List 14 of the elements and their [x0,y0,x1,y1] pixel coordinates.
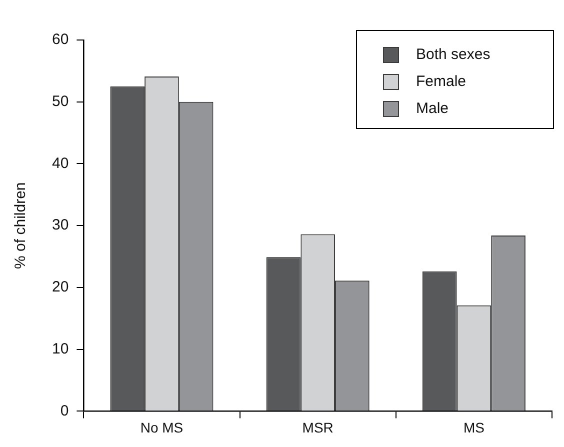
legend-label: Female [416,73,466,90]
y-tick-label: 50 [52,93,69,110]
x-tick-label: No MS [140,419,184,436]
x-tick-label: MS [463,419,484,436]
x-tick-label: MSR [302,419,334,436]
y-axis-title: % of children [12,182,30,269]
y-tick-label: 60 [52,31,69,48]
legend-label: Both sexes [416,46,490,63]
y-tick-label: 0 [60,402,69,420]
y-tick-label: 20 [52,278,69,296]
legend-label: Male [416,100,449,117]
y-tick-label: 30 [52,216,69,234]
y-tick-label: 40 [52,154,69,172]
y-tick-label: 10 [52,340,69,358]
